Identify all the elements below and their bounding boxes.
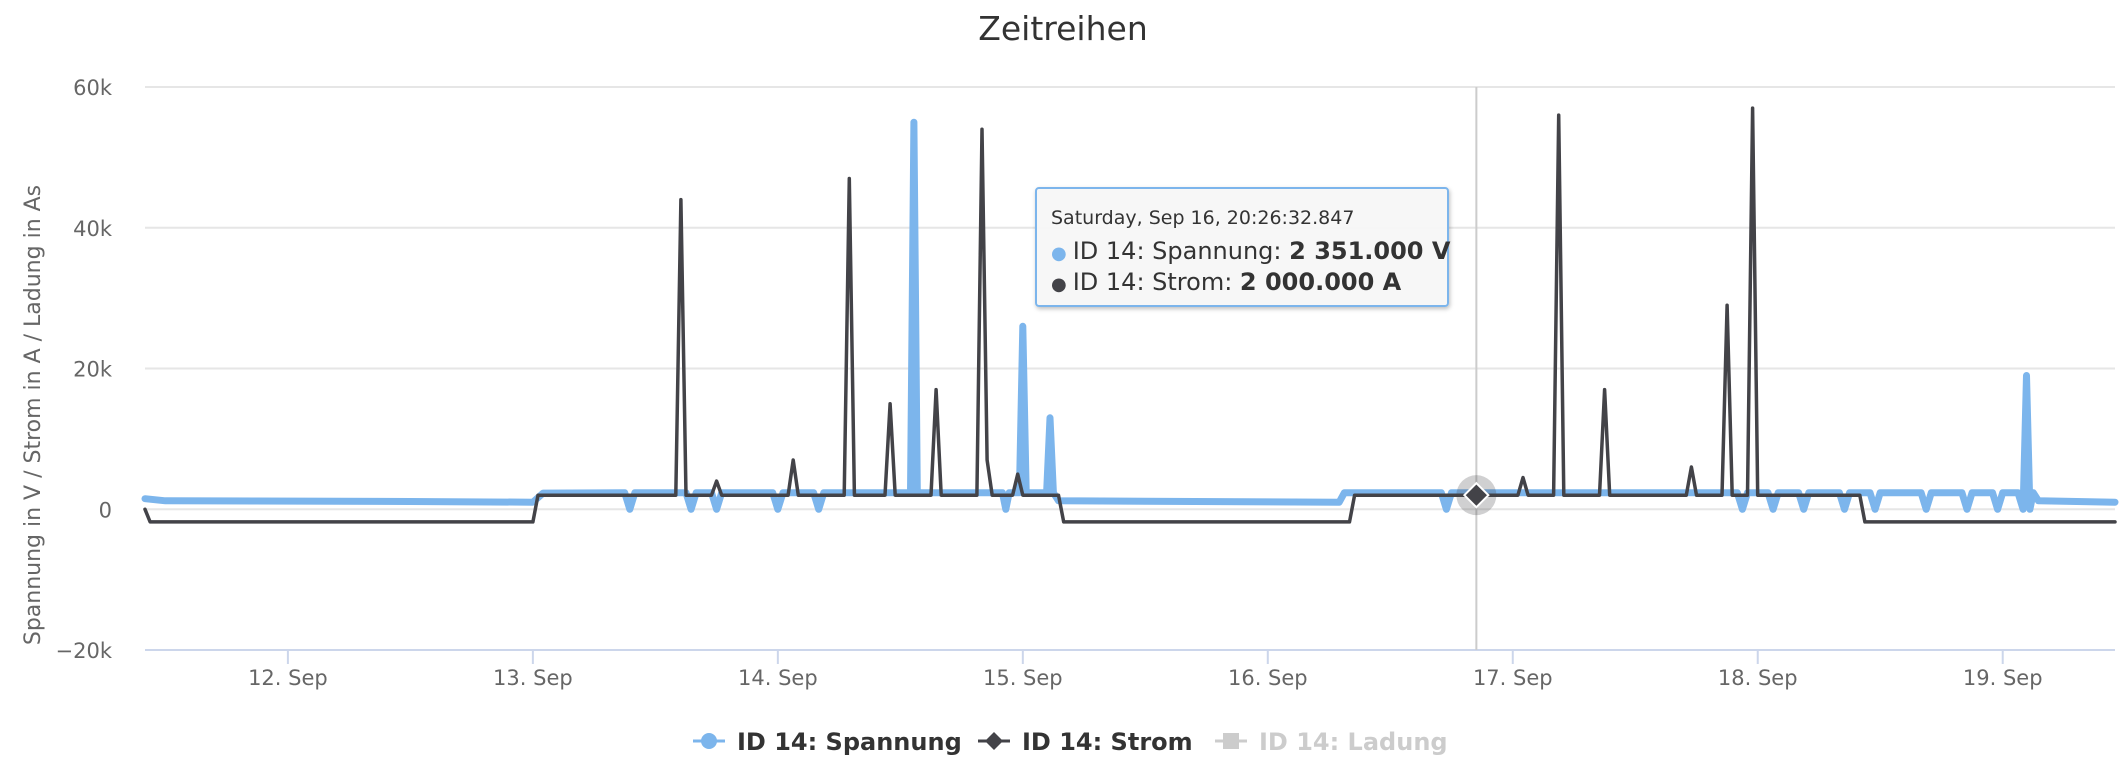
diamond-marker-icon bbox=[985, 732, 1003, 750]
series-line-spannung[interactable] bbox=[141, 118, 2119, 513]
y-tick-label: 40k bbox=[73, 217, 113, 241]
tooltip-value-spannung: 2 351.000 V bbox=[1289, 237, 1451, 265]
y-axis-title: Spannung in V / Strom in A / Ladung in A… bbox=[21, 185, 46, 645]
circle-marker-icon bbox=[701, 733, 717, 749]
grid bbox=[145, 86, 2115, 651]
y-tick-label: −20k bbox=[56, 639, 113, 663]
x-axis-ticks: 12. Sep 13. Sep 14. Sep 15. Sep 16. Sep 17. S… bbox=[248, 650, 2043, 690]
strom-dot-icon: ● bbox=[1051, 274, 1067, 295]
tooltip-header: Saturday, Sep 16, 20:26:32.847 bbox=[1051, 207, 1355, 229]
tooltip-label-strom: ID 14: Strom: bbox=[1072, 268, 1240, 296]
x-tick-label: 14. Sep bbox=[738, 666, 818, 690]
tooltip-label-spannung: ID 14: Spannung: bbox=[1072, 237, 1290, 265]
tooltip-row-spannung: ● ID 14: Spannung: 2 351.000 V bbox=[1051, 237, 1450, 265]
tooltip-value-strom: 2 000.000 A bbox=[1239, 268, 1402, 296]
y-tick-label: 20k bbox=[73, 358, 113, 382]
chart-title: Zeitreihen bbox=[978, 9, 1147, 48]
x-tick-label: 19. Sep bbox=[1963, 666, 2043, 690]
x-tick-label: 12. Sep bbox=[248, 666, 328, 690]
x-tick-label: 18. Sep bbox=[1718, 666, 1798, 690]
x-tick-label: 15. Sep bbox=[983, 666, 1063, 690]
series-line-strom[interactable] bbox=[143, 106, 2117, 524]
x-tick-label: 16. Sep bbox=[1228, 666, 1308, 690]
square-marker-icon bbox=[1223, 733, 1239, 749]
legend-item-ladung[interactable]: ID 14: Ladung bbox=[1215, 728, 1448, 756]
x-tick-label: 17. Sep bbox=[1473, 666, 1553, 690]
tooltip-row-strom: ● ID 14: Strom: 2 000.000 A bbox=[1051, 268, 1401, 296]
legend-item-strom[interactable]: ID 14: Strom bbox=[978, 728, 1193, 756]
y-tick-label: 60k bbox=[73, 76, 113, 100]
legend-label: ID 14: Strom bbox=[1022, 728, 1193, 756]
y-tick-label: 0 bbox=[99, 498, 112, 522]
hover-point-marker[interactable] bbox=[1462, 481, 1490, 509]
series-layer bbox=[141, 106, 2119, 524]
tooltip: Saturday, Sep 16, 20:26:32.847 ● ID 14: S… bbox=[1035, 187, 1450, 307]
crosshair bbox=[1456, 87, 1497, 650]
spannung-dot-icon: ● bbox=[1051, 243, 1067, 264]
y-axis-ticks: −20k 0 20k 40k 60k bbox=[56, 76, 113, 663]
legend-item-spannung[interactable]: ID 14: Spannung bbox=[693, 728, 962, 756]
x-tick-label: 13. Sep bbox=[493, 666, 573, 690]
legend-label: ID 14: Spannung bbox=[737, 728, 962, 756]
legend[interactable]: ID 14: Spannung ID 14: Strom ID 14: Ladung bbox=[693, 728, 1448, 756]
legend-label: ID 14: Ladung bbox=[1259, 728, 1448, 756]
